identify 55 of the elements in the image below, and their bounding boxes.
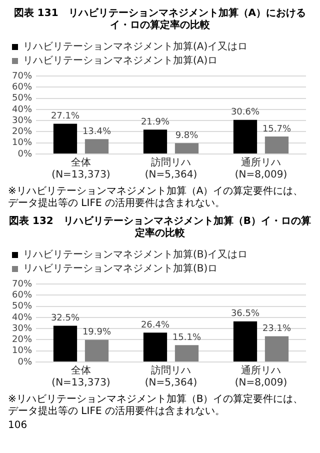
y-tick-label: 0% bbox=[18, 149, 32, 160]
bar bbox=[264, 136, 289, 154]
y-tick-label: 40% bbox=[12, 312, 32, 323]
data-label: 36.5% bbox=[230, 309, 260, 320]
bar bbox=[143, 130, 168, 154]
y-tick-label: 20% bbox=[12, 335, 32, 346]
data-label: 26.4% bbox=[140, 320, 170, 330]
x-tick-label: 全体(N=13,373) bbox=[52, 364, 110, 389]
data-label: 27.1% bbox=[50, 112, 80, 122]
chart-title: 図表 132 リハビリテーションマネジメント加算（B）イ・ロの算定率の比較 bbox=[8, 216, 312, 240]
bar bbox=[53, 124, 78, 154]
data-label: 19.9% bbox=[82, 328, 112, 338]
y-tick-label: 50% bbox=[12, 94, 32, 104]
bar bbox=[264, 336, 289, 362]
y-tick-label: 50% bbox=[12, 302, 32, 312]
data-label: 13.4% bbox=[82, 126, 112, 137]
y-tick-label: 60% bbox=[12, 82, 32, 92]
y-tick-label: 20% bbox=[12, 127, 32, 138]
bar bbox=[53, 326, 78, 362]
x-tick-label: 通所リハ(N=8,009) bbox=[234, 156, 288, 181]
data-label: 15.1% bbox=[172, 333, 202, 344]
x-tick-label: 訪問リハ(N=5,364) bbox=[144, 364, 198, 389]
bar bbox=[233, 120, 258, 154]
y-tick-label: 70% bbox=[12, 279, 32, 290]
text: 106 bbox=[8, 420, 28, 432]
y-tick-label: 10% bbox=[12, 138, 32, 148]
bar bbox=[143, 332, 168, 362]
bar bbox=[174, 143, 199, 154]
data-label: 32.5% bbox=[50, 314, 80, 324]
chart-title: 図表 131 リハビリテーションマネジメント加算（A）におけるイ・ロの算定率の比較 bbox=[12, 8, 308, 32]
y-tick-label: 30% bbox=[12, 324, 32, 334]
y-tick-label: 30% bbox=[12, 116, 32, 126]
legend-label: リハビリテーションマネジメント加算(A)ロ bbox=[23, 54, 218, 67]
y-tick-label: 10% bbox=[12, 346, 32, 356]
x-tick-label: 通所リハ(N=8,009) bbox=[234, 364, 288, 389]
y-tick-label: 40% bbox=[12, 104, 32, 115]
data-label: 21.9% bbox=[140, 117, 170, 128]
data-label: 23.1% bbox=[262, 324, 292, 334]
text: ※リハビリテーションマネジメント加算（B）イの算定要件には、データ提出等の LIFE の活用要件は含まれない。 bbox=[8, 394, 304, 418]
text: ※リハビリテーションマネジメント加算（A）イの算定要件には、データ提出等の LIFE の活用要件は含まれない。 bbox=[8, 186, 304, 210]
data-label: 9.8% bbox=[175, 130, 199, 141]
legend-label: リハビリテーションマネジメント加算(A)イ又はロ bbox=[23, 40, 248, 53]
legend-label: リハビリテーションマネジメント加算(B)ロ bbox=[23, 262, 218, 275]
data-label: 30.6% bbox=[230, 108, 260, 118]
x-tick-label: 全体(N=13,373) bbox=[52, 156, 110, 181]
x-tick-label: 訪問リハ(N=5,364) bbox=[144, 156, 198, 181]
data-label: 15.7% bbox=[262, 124, 292, 134]
legend-label: リハビリテーションマネジメント加算(B)イ又はロ bbox=[23, 248, 248, 261]
y-tick-label: 70% bbox=[12, 71, 32, 82]
bar bbox=[174, 345, 199, 362]
bar bbox=[233, 321, 258, 362]
bar bbox=[84, 139, 109, 154]
y-tick-label: 0% bbox=[18, 357, 32, 368]
y-tick-label: 60% bbox=[12, 290, 32, 300]
bar bbox=[84, 340, 109, 362]
